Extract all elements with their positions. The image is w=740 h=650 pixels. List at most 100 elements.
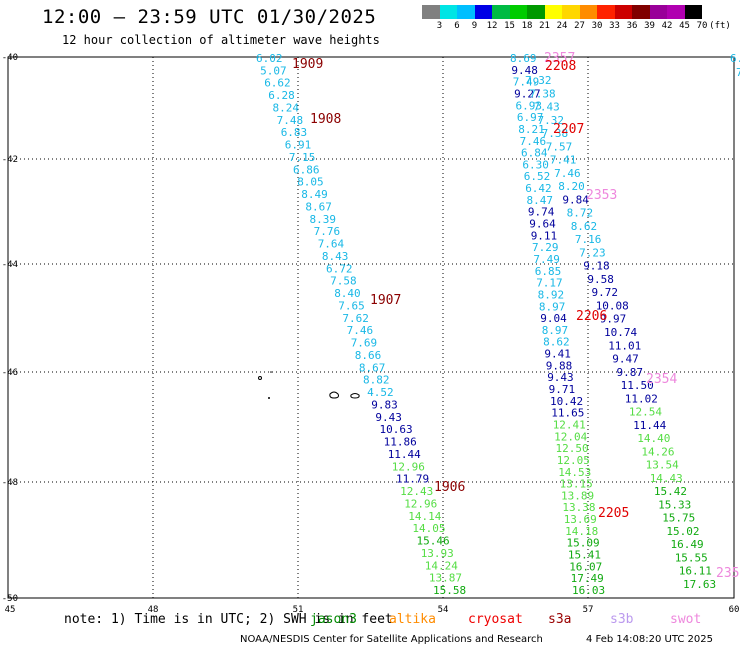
legend-label: 3: [436, 21, 443, 31]
pass-time-label: 1907: [370, 293, 401, 308]
swh-value: 8.82: [363, 374, 390, 387]
color-legend-labels: 3 6 9 12 15 18 21 24 27 30 33 36 39 42 45 70 (ft): [422, 21, 740, 33]
swh-value: 15.02: [666, 525, 699, 538]
swh-value: 7.32: [525, 74, 552, 87]
swh-value: 7.16: [575, 233, 602, 246]
swh-value: 10.08: [596, 300, 629, 313]
legend-swatch: [439, 5, 457, 19]
swh-value: 8.97: [539, 300, 566, 313]
swh-value: 7.65: [338, 299, 365, 312]
swh-value: 8.66: [355, 349, 382, 362]
swh-value: 7.29: [532, 241, 559, 254]
swh-value: 8.49: [301, 188, 328, 201]
page-title: 12:00 — 23:59 UTC 01/30/2025: [42, 6, 377, 28]
legend-label: 24: [556, 21, 568, 31]
swh-value: 6.85: [535, 265, 562, 278]
swh-value: 8.92: [538, 288, 565, 301]
pass-time-label: 2353: [586, 188, 617, 203]
swh-value: 7.48: [277, 114, 304, 127]
swh-value: 8.05: [297, 176, 324, 189]
legend-swatch: [579, 5, 597, 19]
legend-swatch: [457, 5, 475, 19]
lat-label: -50: [2, 594, 18, 604]
generated-timestamp: 4 Feb 14:08:20 UTC 2025: [586, 634, 713, 645]
color-legend: [422, 5, 702, 19]
swh-value: 17.49: [571, 572, 604, 585]
legend-label: 6: [454, 21, 460, 31]
swh-value: 9.83: [371, 398, 398, 411]
swh-value: 7.17: [536, 277, 563, 290]
swh-value: 9.88: [546, 359, 573, 372]
swh-value: 13.93: [421, 547, 454, 560]
swh-value: 6.83: [281, 126, 308, 139]
credit-line: NOAA/NESDIS Center for Satellite Applica…: [240, 634, 543, 645]
swh-value: 9.04: [540, 312, 567, 325]
swh-value: 14.14: [408, 510, 441, 523]
satellite-legend-item: s3b: [610, 612, 634, 627]
swh-value: 16.03: [572, 584, 605, 597]
swh-value: 6.62: [264, 77, 291, 90]
swh-value: 11.65: [551, 407, 584, 420]
lat-label: -44: [2, 260, 18, 270]
swh-value: 17.63: [683, 578, 716, 591]
swh-value: 9.18: [583, 260, 610, 273]
satellite-legend-item: swot: [670, 612, 702, 627]
legend-swatch: [649, 5, 667, 19]
map-frame: [7, 56, 735, 599]
swh-value: 9.58: [587, 273, 614, 286]
satellite-legend-item: s3a: [548, 612, 572, 627]
lon-label: 57: [583, 605, 594, 615]
legend-label: 45: [679, 21, 690, 31]
swh-value: 11.44: [633, 419, 666, 432]
legend-label: 70: [696, 21, 708, 31]
swh-value: 7.62: [342, 312, 369, 325]
swh-value: 14.43: [650, 472, 683, 485]
swh-value: 9.97: [600, 313, 627, 326]
pass-time-label: 1909: [292, 57, 323, 72]
swh-value: 7: [736, 66, 740, 79]
swh-value: 6.02: [256, 52, 283, 65]
swh-value: 9.72: [592, 286, 619, 299]
lon-label: 45: [5, 605, 16, 615]
satellite-legend-item: altika: [389, 612, 436, 627]
swh-value: 14.26: [641, 445, 674, 458]
swh-value: 14.53: [558, 466, 591, 479]
legend-label: 15: [504, 21, 515, 31]
swh-value: 14.18: [565, 525, 598, 538]
swh-value: 8.67: [359, 361, 386, 374]
swh-value: 8.97: [542, 324, 569, 337]
legend-label: 39: [644, 21, 655, 31]
swh-value: 13.15: [560, 478, 593, 491]
swh-value: 8.24: [273, 102, 300, 115]
satellite-legend-item: jason3: [310, 612, 357, 627]
legend-swatch: [509, 5, 527, 19]
legend-label: 18: [521, 21, 533, 31]
swh-value: 15.46: [417, 535, 450, 548]
pass-time-label: 1908: [310, 112, 341, 127]
legend-label: 42: [661, 21, 673, 31]
swh-value: 7.43: [533, 101, 560, 114]
legend-swatch: [632, 5, 650, 19]
swh-value: 12.04: [554, 430, 587, 443]
swh-value: 8.40: [334, 287, 361, 300]
swh-value: 15.58: [433, 584, 466, 597]
swh-value: 7.38: [542, 127, 569, 140]
swh-value: 11.50: [621, 379, 654, 392]
island-outline: [268, 397, 270, 399]
swh-value: 6.28: [268, 89, 295, 102]
lon-label: 48: [148, 605, 159, 615]
legend-label: 33: [609, 21, 620, 31]
swh-value: 6.97: [517, 111, 544, 124]
pass-time-label: 235: [716, 566, 739, 581]
swh-value: 8.72: [567, 207, 594, 220]
swh-value: 9.43: [375, 411, 402, 424]
legend-label: 30: [591, 21, 603, 31]
swh-value: 7.69: [351, 337, 378, 350]
swh-value: 16.07: [569, 560, 602, 573]
swh-value: 6.42: [525, 182, 552, 195]
legend-swatch: [544, 5, 562, 19]
swh-value: 13.38: [562, 501, 595, 514]
pass-time-label: 1906: [434, 480, 465, 495]
swh-value: 8.62: [571, 220, 598, 233]
swh-value: 7.58: [330, 275, 357, 288]
